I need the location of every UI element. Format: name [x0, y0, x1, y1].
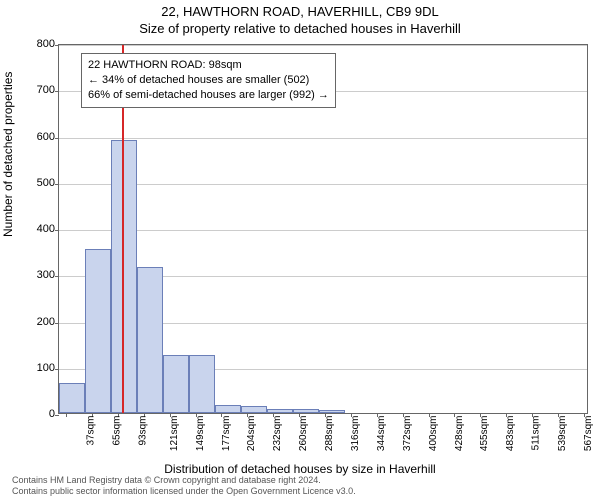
- chart-title: 22, HAWTHORN ROAD, HAVERHILL, CB9 9DL: [0, 0, 600, 19]
- x-tick: [66, 413, 67, 417]
- x-tick-label: 316sqm: [350, 416, 361, 452]
- x-tick-label: 428sqm: [454, 416, 465, 452]
- x-tick-label: 372sqm: [402, 416, 413, 452]
- y-tick: [55, 415, 59, 416]
- gridline: [59, 138, 587, 139]
- x-axis-title: Distribution of detached houses by size …: [0, 462, 600, 476]
- chart-plot-area: 22 HAWTHORN ROAD: 98sqm← 34% of detached…: [58, 44, 588, 414]
- x-tick-label: 288sqm: [324, 416, 335, 452]
- annotation-line: 66% of semi-detached houses are larger (…: [88, 88, 329, 103]
- y-tick: [55, 230, 59, 231]
- y-tick: [55, 184, 59, 185]
- y-axis-title: Number of detached properties: [1, 72, 15, 237]
- chart-subtitle: Size of property relative to detached ho…: [0, 19, 600, 36]
- histogram-bar: [163, 355, 189, 413]
- annotation-line: ← 34% of detached houses are smaller (50…: [88, 73, 329, 88]
- y-tick-label: 800: [25, 38, 55, 50]
- histogram-bar: [137, 267, 163, 413]
- x-tick-label: 344sqm: [376, 416, 387, 452]
- x-tick-label: 260sqm: [298, 416, 309, 452]
- y-tick: [55, 276, 59, 277]
- attribution-text: Contains HM Land Registry data © Crown c…: [12, 475, 356, 497]
- gridline: [59, 230, 587, 231]
- x-tick-label: 455sqm: [479, 416, 490, 452]
- y-tick-label: 100: [25, 362, 55, 374]
- histogram-bar: [293, 409, 319, 413]
- x-tick-label: 511sqm: [531, 416, 542, 451]
- y-tick-label: 200: [25, 316, 55, 328]
- y-tick-label: 500: [25, 177, 55, 189]
- y-tick: [55, 323, 59, 324]
- y-tick-label: 600: [25, 131, 55, 143]
- histogram-bar: [215, 405, 241, 413]
- x-tick-label: 232sqm: [272, 416, 283, 452]
- histogram-bar: [85, 249, 111, 413]
- histogram-bar: [241, 406, 267, 413]
- attribution-line1: Contains HM Land Registry data © Crown c…: [12, 475, 356, 486]
- y-tick: [55, 45, 59, 46]
- annotation-line: 22 HAWTHORN ROAD: 98sqm: [88, 58, 329, 73]
- x-tick-label: 93sqm: [137, 416, 148, 446]
- y-tick-label: 0: [25, 408, 55, 420]
- x-tick-label: 400sqm: [428, 416, 439, 452]
- x-tick-label: 567sqm: [583, 416, 594, 452]
- gridline: [59, 45, 587, 46]
- histogram-bar: [189, 355, 215, 413]
- x-tick-label: 149sqm: [195, 416, 206, 452]
- gridline: [59, 184, 587, 185]
- x-tick-label: 65sqm: [111, 416, 122, 446]
- annotation-box: 22 HAWTHORN ROAD: 98sqm← 34% of detached…: [81, 53, 336, 108]
- y-tick: [55, 91, 59, 92]
- histogram-bar: [59, 383, 85, 413]
- y-tick: [55, 369, 59, 370]
- y-tick-label: 700: [25, 84, 55, 96]
- x-tick-label: 539sqm: [557, 416, 568, 452]
- histogram-bar: [267, 409, 293, 413]
- x-tick-label: 177sqm: [221, 416, 232, 452]
- x-tick-label: 483sqm: [505, 416, 516, 452]
- y-tick: [55, 138, 59, 139]
- histogram-bar: [319, 410, 345, 413]
- x-tick-label: 121sqm: [169, 416, 180, 452]
- attribution-line2: Contains public sector information licen…: [12, 486, 356, 497]
- y-tick-label: 300: [25, 269, 55, 281]
- y-tick-label: 400: [25, 223, 55, 235]
- x-tick-label: 204sqm: [246, 416, 257, 452]
- x-tick-label: 37sqm: [85, 416, 96, 446]
